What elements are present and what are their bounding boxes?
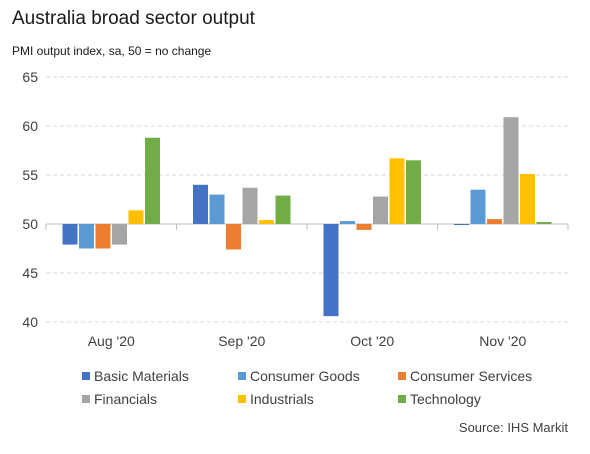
legend-swatch-technology <box>398 395 406 403</box>
bar-consumer-services-sep-20 <box>226 224 241 250</box>
legend-swatch-consumer-services <box>398 372 406 380</box>
bar-industrials-oct-20 <box>389 158 405 224</box>
y-tick-label-60: 60 <box>22 118 38 134</box>
legend-swatch-financials <box>82 395 90 403</box>
chart-title: Australia broad sector output <box>12 8 255 29</box>
bar-consumer-services-nov-20 <box>487 219 502 224</box>
bar-basic-materials-aug-20 <box>62 224 78 245</box>
bar-basic-materials-oct-20 <box>323 224 339 317</box>
x-tick-label-nov-20: Nov '20 <box>479 333 526 349</box>
bar-industrials-sep-20 <box>259 220 274 224</box>
legend-label-basic-materials: Basic Materials <box>94 368 189 384</box>
bar-consumer-goods-oct-20 <box>340 221 355 224</box>
legend-label-consumer-goods: Consumer Goods <box>250 368 360 384</box>
y-tick-label-55: 55 <box>22 167 38 183</box>
chart-source: Source: IHS Markit <box>458 420 568 435</box>
legend-swatch-industrials <box>238 395 246 403</box>
legend-swatch-consumer-goods <box>238 372 246 380</box>
bar-financials-aug-20 <box>112 224 127 245</box>
bar-technology-sep-20 <box>275 195 291 224</box>
bar-technology-nov-20 <box>536 222 552 224</box>
bar-financials-sep-20 <box>242 187 258 224</box>
bar-consumer-services-aug-20 <box>95 224 111 249</box>
y-tick-label-40: 40 <box>22 314 38 330</box>
bar-industrials-aug-20 <box>128 210 144 224</box>
bar-consumer-goods-aug-20 <box>79 224 94 249</box>
bar-basic-materials-sep-20 <box>193 184 208 224</box>
bar-financials-nov-20 <box>503 117 519 224</box>
legend-swatch-basic-materials <box>82 372 90 380</box>
y-tick-label-50: 50 <box>22 216 38 232</box>
bar-technology-aug-20 <box>145 137 160 224</box>
chart-subtitle: PMI output index, sa, 50 = no change <box>12 44 212 58</box>
y-tick-label-45: 45 <box>22 265 38 281</box>
legend-label-technology: Technology <box>410 391 481 407</box>
x-tick-label-sep-20: Sep '20 <box>218 333 265 349</box>
x-tick-label-aug-20: Aug '20 <box>88 333 135 349</box>
legend-label-financials: Financials <box>94 391 157 407</box>
bar-technology-oct-20 <box>406 160 421 224</box>
legend-label-consumer-services: Consumer Services <box>410 368 532 384</box>
bar-industrials-nov-20 <box>520 174 535 224</box>
y-tick-label-65: 65 <box>22 69 38 85</box>
bar-financials-oct-20 <box>373 196 388 224</box>
bar-consumer-goods-nov-20 <box>470 189 486 224</box>
x-tick-label-oct-20: Oct '20 <box>350 333 394 349</box>
legend-label-industrials: Industrials <box>250 391 314 407</box>
bar-basic-materials-nov-20 <box>454 224 469 225</box>
bar-consumer-goods-sep-20 <box>209 194 225 224</box>
bar-consumer-services-oct-20 <box>356 224 372 230</box>
